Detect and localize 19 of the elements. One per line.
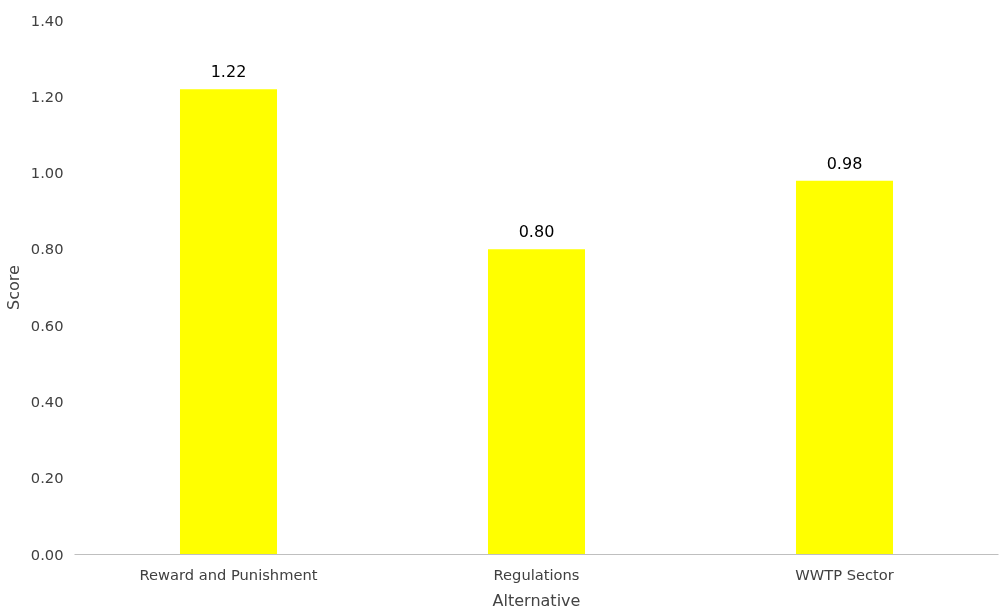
y-tick-label: 0.00	[30, 545, 64, 563]
y-tick-label: 0.80	[30, 240, 64, 258]
y-tick-label: 1.20	[30, 87, 64, 105]
bar	[487, 249, 586, 555]
data-label: 0.98	[826, 153, 863, 173]
x-tick-label: Reward and Punishment	[139, 565, 318, 583]
x-tick-label: WWTP Sector	[795, 565, 895, 583]
x-axis-title: Alternative	[492, 590, 581, 610]
y-axis-title: Score	[3, 265, 23, 310]
y-tick-label: 1.00	[30, 164, 64, 182]
bar	[795, 180, 894, 555]
y-tick-label: 0.20	[30, 469, 64, 487]
bar	[179, 89, 278, 555]
x-tick-label: Regulations	[493, 565, 580, 583]
y-tick-label: 0.40	[30, 392, 64, 410]
y-tick-label: 1.40	[30, 11, 64, 29]
data-label: 0.80	[518, 222, 555, 242]
data-label: 1.22	[210, 62, 247, 82]
y-tick-label: 0.60	[30, 316, 64, 334]
